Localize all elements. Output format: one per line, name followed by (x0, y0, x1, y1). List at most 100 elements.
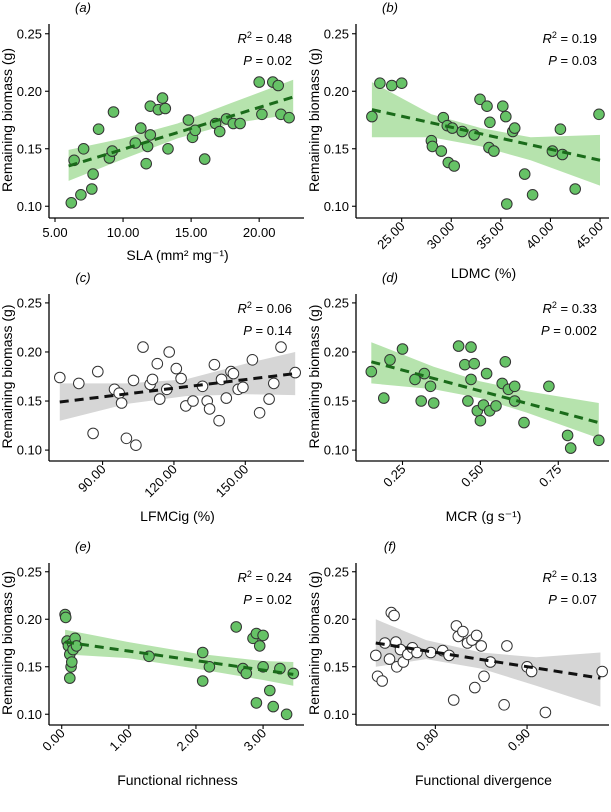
x-axis-title: SLA (mm² mg⁻¹) (126, 247, 228, 263)
data-point (77, 143, 90, 155)
data-point (518, 416, 530, 429)
data-point (196, 646, 209, 659)
regression-line (68, 95, 294, 168)
data-point (366, 110, 378, 123)
data-point (480, 367, 493, 380)
data-point (564, 442, 577, 454)
data-point (415, 395, 428, 407)
x-axis-title: LDMC (%) (451, 265, 516, 281)
panel-a: 0.10 0.15 0.20 0.25 5.00 10.00 15.00 20.00 SLA (… (0, 0, 304, 263)
x-axis-title: Functional divergence (415, 772, 552, 788)
panel-label: (c) (75, 270, 90, 285)
y-axis-title: Remaining biomass (g) (306, 571, 322, 715)
regression-line (59, 372, 296, 404)
y-tick-label: 0.15 (17, 394, 42, 409)
y-axis-title: Remaining biomass (g) (306, 48, 322, 192)
data-point (107, 106, 120, 118)
r-squared-label: R2 = 0.48 (237, 30, 292, 46)
data-point (283, 111, 295, 124)
data-point (66, 656, 78, 668)
data-point (378, 392, 390, 404)
x-tick-label: 10.00 (107, 225, 140, 240)
data-point (73, 377, 85, 390)
data-point (376, 675, 389, 687)
data-point (213, 414, 225, 427)
data-point (508, 380, 521, 393)
data-point (230, 621, 242, 633)
x-axis-title: MCR (g s⁻¹) (446, 508, 522, 524)
x-tick-label: 40.00 (523, 219, 557, 253)
x-tick-label: 0.00 (39, 726, 68, 755)
data-point (253, 640, 266, 652)
data-point (481, 100, 493, 112)
regression-line (64, 640, 294, 676)
data-point (596, 665, 609, 678)
y-tick-label: 0.10 (17, 707, 42, 722)
data-point (203, 661, 216, 673)
p-value-label: P = 0.03 (548, 53, 597, 68)
data-point (220, 392, 233, 404)
data-point (54, 371, 66, 384)
data-point (275, 341, 287, 353)
data-point (227, 367, 240, 380)
data-point (264, 684, 276, 697)
data-point (170, 362, 183, 375)
y-tick-label: 0.25 (324, 26, 349, 41)
r-squared-label: R2 = 0.06 (237, 300, 292, 316)
data-point (59, 611, 72, 624)
data-point (501, 640, 513, 652)
x-tick-label: 0.80 (413, 726, 442, 755)
data-point (457, 625, 469, 638)
data-point (386, 79, 398, 92)
x-tick-label: 35.00 (473, 219, 507, 253)
regression-line (371, 108, 601, 162)
data-point (508, 122, 521, 134)
p-value-label: P = 0.07 (548, 592, 597, 607)
data-point (468, 357, 481, 370)
y-tick-label: 0.10 (324, 443, 349, 458)
data-point (250, 697, 263, 709)
r-squared-label: R2 = 0.13 (542, 569, 597, 585)
y-tick-label: 0.10 (17, 443, 42, 458)
p-value-label: P = 0.02 (243, 53, 292, 68)
panel-c: 0.10 0.15 0.20 0.25 90.00 120.00 150.00 LFMCig … (0, 270, 304, 524)
data-point (140, 157, 152, 170)
data-point (469, 681, 481, 694)
y-tick-label: 0.20 (324, 344, 349, 359)
panel-label: (d) (382, 270, 398, 285)
data-point (64, 672, 76, 684)
panel-e: 0.10 0.15 0.20 0.25 0.00 1.00 2.00 3.00 Function… (0, 539, 304, 788)
y-axis-title: Remaining biomass (g) (0, 48, 15, 192)
data-point (593, 108, 605, 121)
y-tick-label: 0.20 (324, 612, 349, 627)
confidence-band (65, 629, 294, 686)
data-point (426, 140, 439, 153)
data-point (92, 365, 104, 378)
data-point (468, 129, 480, 141)
data-point (427, 397, 440, 409)
data-point (87, 427, 99, 440)
y-tick-label: 0.25 (17, 295, 42, 310)
data-point (115, 397, 128, 409)
x-tick-label: 45.00 (573, 219, 607, 253)
data-point (465, 341, 477, 353)
confidence-band (371, 82, 600, 186)
data-point (474, 414, 487, 427)
data-point (383, 653, 396, 665)
data-point (263, 393, 275, 405)
data-point (268, 377, 280, 390)
data-point (159, 102, 172, 115)
confidence-band (371, 342, 599, 439)
x-axis-title: LFMCig (%) (140, 508, 215, 524)
data-point (213, 125, 226, 138)
y-tick-label: 0.15 (17, 141, 42, 156)
x-tick-label: 1.00 (106, 726, 135, 755)
p-value-label: P = 0.02 (243, 592, 292, 607)
data-point (253, 407, 266, 419)
confidence-band (68, 79, 294, 181)
data-point (162, 143, 174, 155)
y-tick-label: 0.25 (324, 295, 349, 310)
data-point (156, 92, 169, 104)
data-point (257, 629, 269, 642)
y-tick-label: 0.25 (17, 26, 42, 41)
